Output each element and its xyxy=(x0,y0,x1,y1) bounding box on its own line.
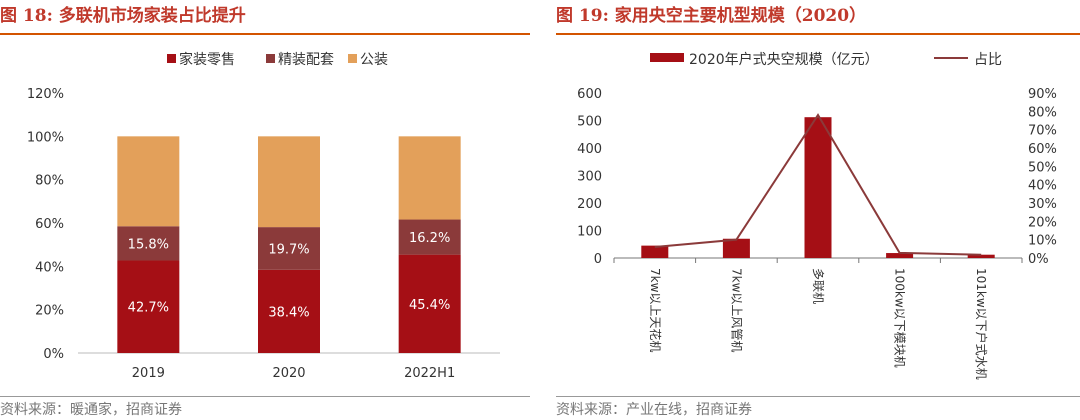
y2-tick-label: 90% xyxy=(1028,87,1057,102)
y2-tick-label: 40% xyxy=(1028,179,1057,194)
title-rule xyxy=(556,33,1080,35)
x-tick-label: 101kw以下户式水机 xyxy=(974,268,989,380)
y2-tick-label: 80% xyxy=(1028,105,1057,120)
bar xyxy=(722,238,750,258)
bar xyxy=(886,253,914,258)
bar-segment xyxy=(117,226,180,261)
y2-tick-label: 10% xyxy=(1028,234,1057,249)
x-tick-label: 2022H1 xyxy=(404,366,455,381)
data-label: 15.8% xyxy=(128,237,169,252)
y-tick-label: 100 xyxy=(577,225,602,240)
legend-swatch xyxy=(348,54,357,63)
figure-19: 图 19: 家用央空主要机型规模（2020） 0 100 200 300 400 500 6… xyxy=(556,0,1080,420)
y2-tick-label: 70% xyxy=(1028,124,1057,139)
bar-segment xyxy=(258,269,320,353)
bar xyxy=(804,117,832,258)
source-rule xyxy=(556,396,1080,397)
y2-tick-label: 60% xyxy=(1028,142,1057,157)
y-tick-label: 0 xyxy=(594,252,602,267)
x-tick-label: 100kw以下模块机 xyxy=(893,268,907,368)
x-tick-label: 2019 xyxy=(132,366,165,381)
y-tick-label: 400 xyxy=(577,142,602,157)
bar xyxy=(641,245,669,258)
legend-label: 精装配套 xyxy=(278,52,334,68)
data-label: 16.2% xyxy=(409,231,450,246)
share-line xyxy=(654,113,982,256)
y2-tick-label: 30% xyxy=(1028,197,1057,212)
y-tick-label: 40% xyxy=(35,260,64,275)
y2-tick-label: 50% xyxy=(1028,160,1057,175)
y-tick-label: 500 xyxy=(577,115,602,130)
legend-label: 2020年户式央空规模（亿元） xyxy=(689,51,879,68)
data-label: 45.4% xyxy=(409,298,450,313)
y2-tick-label: 20% xyxy=(1028,215,1057,230)
y-tick-label: 600 xyxy=(577,87,602,102)
figure-title: 图 18: 多联机市场家装占比提升 xyxy=(0,6,246,26)
legend-swatch xyxy=(650,53,684,62)
source-note: 资料来源：暖通家，招商证券 xyxy=(0,402,182,418)
title-rule xyxy=(0,33,530,35)
source-rule xyxy=(0,396,530,397)
y-tick-label: 120% xyxy=(27,87,64,102)
y-tick-label: 100% xyxy=(27,130,64,145)
y-tick-label: 300 xyxy=(577,170,602,185)
legend-label: 占比 xyxy=(974,52,1002,68)
bar-segment xyxy=(398,219,461,255)
stacked-bar-chart: 0% 20% 40% 60% 80% 100% 120% 家装零售 精装配套 公装 42.7% 15.… xyxy=(27,51,500,381)
bar-segment xyxy=(117,260,180,353)
x-tick-label: 2020 xyxy=(272,366,305,381)
legend-label: 家装零售 xyxy=(179,51,235,68)
bar xyxy=(967,254,995,258)
y-tick-label: 200 xyxy=(577,197,602,212)
figure-18: 图 18: 多联机市场家装占比提升 0% 20% 40% 60% 80% 100% 120%… xyxy=(0,0,530,420)
x-tick-label: 7kw以上天花机 xyxy=(648,268,663,352)
bar-line-chart: 0 100 200 300 400 500 600 0% 10% 20% 30% 40% 50% 60% 7… xyxy=(577,51,1057,380)
legend-swatch xyxy=(167,54,176,63)
bar-segment xyxy=(117,136,180,227)
y-tick-label: 60% xyxy=(35,217,64,232)
legend-label: 公装 xyxy=(360,52,388,68)
data-label: 42.7% xyxy=(128,301,169,316)
source-note: 资料来源：产业在线，招商证券 xyxy=(556,402,752,418)
y-tick-label: 80% xyxy=(35,174,64,189)
bar-segment xyxy=(398,254,461,353)
data-label: 19.7% xyxy=(268,242,309,257)
legend-swatch xyxy=(266,54,275,63)
x-tick-label: 7kw以上风管机 xyxy=(729,268,744,352)
y-tick-label: 20% xyxy=(35,304,64,319)
bar-segment xyxy=(258,227,320,270)
data-label: 38.4% xyxy=(268,305,309,320)
x-tick-label: 多联机 xyxy=(811,268,825,304)
y2-tick-label: 0% xyxy=(1028,252,1049,267)
y-tick-label: 0% xyxy=(43,347,64,362)
bar-segment xyxy=(398,136,461,220)
figure-title: 图 19: 家用央空主要机型规模（2020） xyxy=(556,6,867,26)
bar-segment xyxy=(258,136,320,228)
